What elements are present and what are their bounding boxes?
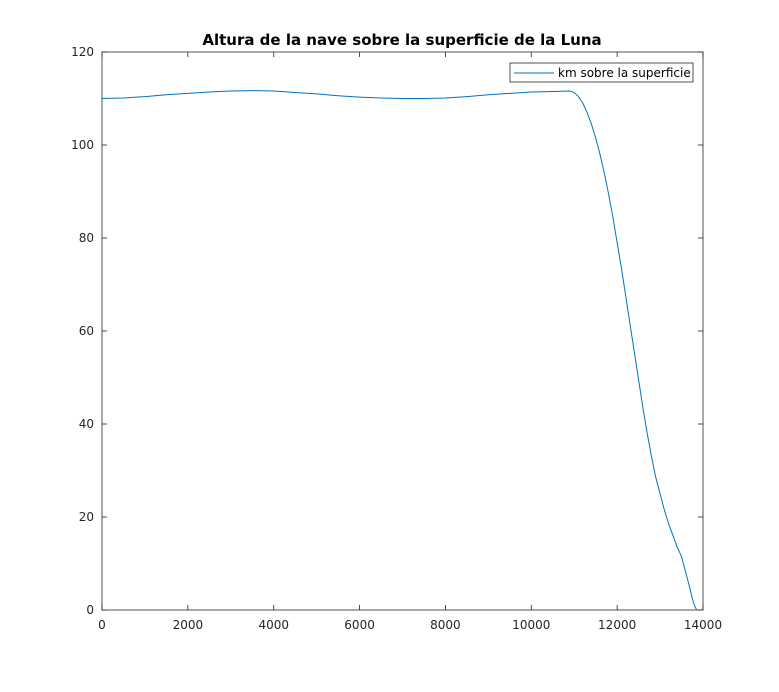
x-tick-label: 10000	[512, 618, 550, 632]
y-tick-label: 60	[79, 324, 94, 338]
x-tick-label: 8000	[430, 618, 461, 632]
y-tick-label: 120	[71, 45, 94, 59]
y-tick-label: 20	[79, 510, 94, 524]
legend-box	[509, 62, 694, 83]
x-tick-label: 2000	[173, 618, 204, 632]
y-tick-label: 40	[79, 417, 94, 431]
y-tick-label: 0	[86, 603, 94, 617]
x-tick-label: 14000	[684, 618, 722, 632]
plot-frame	[101, 51, 704, 611]
x-tick-label: 12000	[598, 618, 636, 632]
series-line	[101, 90, 699, 611]
chart-title: Altura de la nave sobre la superficie de…	[202, 31, 601, 49]
x-tick-label: 4000	[258, 618, 289, 632]
y-tick-label: 80	[79, 231, 94, 245]
legend: km sobre la superficie	[509, 62, 694, 83]
x-tick-label: 0	[98, 618, 106, 632]
legend-label: km sobre la superficie	[558, 66, 691, 80]
y-tick-label: 100	[71, 138, 94, 152]
x-tick-label: 6000	[344, 618, 375, 632]
